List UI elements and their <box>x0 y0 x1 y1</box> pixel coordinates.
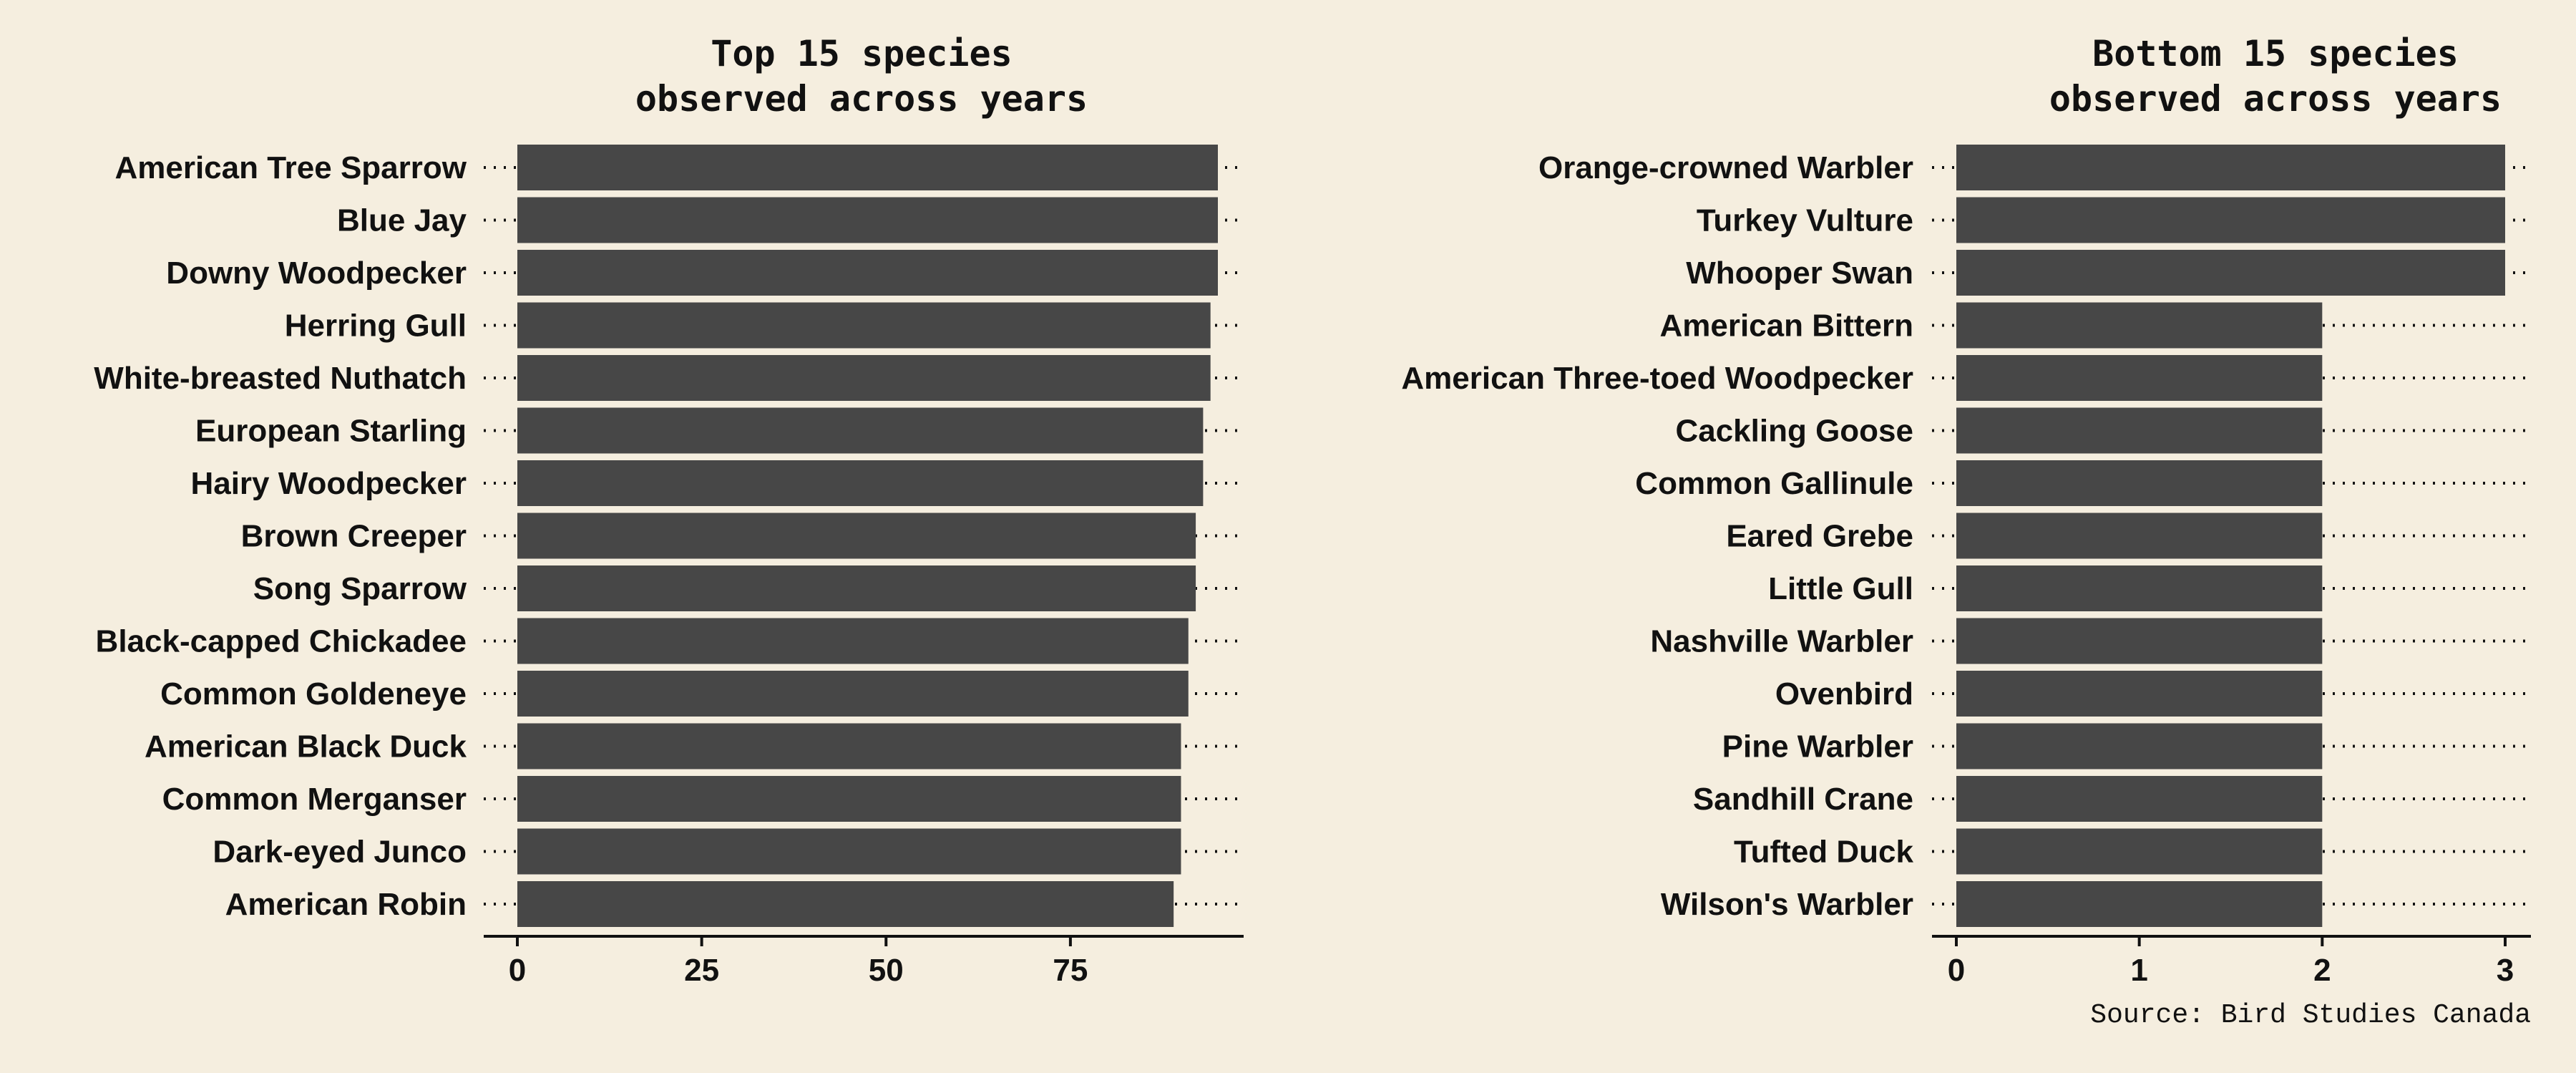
category-label: Orange-crowned Warbler <box>1538 150 1913 185</box>
bar-little-gull <box>1956 565 2323 611</box>
chart-title-line-1: Top 15 species <box>711 33 1012 74</box>
chart-title-line-2: observed across years <box>635 78 1088 120</box>
bar-dark-eyed-junco <box>517 828 1181 875</box>
bar-american-three-toed-woodpecker <box>1956 355 2323 401</box>
category-label: Eared Grebe <box>1726 519 1913 554</box>
bar-common-merganser <box>517 776 1181 822</box>
category-label: Whooper Swan <box>1686 256 1913 291</box>
category-label: Common Gallinule <box>1635 466 1913 501</box>
x-tick-label: 2 <box>2313 953 2331 988</box>
category-label: European Starling <box>195 414 467 449</box>
bar-eared-grebe <box>1956 513 2323 559</box>
category-label: Nashville Warbler <box>1650 624 1913 659</box>
category-label: Song Sparrow <box>253 571 467 606</box>
bar-american-robin <box>517 881 1174 927</box>
x-tick-label: 0 <box>1948 953 1965 988</box>
category-label: Black-capped Chickadee <box>96 624 467 659</box>
bar-common-gallinule <box>1956 460 2323 506</box>
chart-title-line-1: Bottom 15 species <box>2092 33 2459 74</box>
bar-brown-creeper <box>517 513 1196 559</box>
bar-ovenbird <box>1956 671 2323 717</box>
bar-downy-woodpecker <box>517 250 1218 296</box>
bar-hairy-woodpecker <box>517 460 1204 506</box>
x-tick-label: 1 <box>2130 953 2147 988</box>
bar-sandhill-crane <box>1956 776 2323 822</box>
category-label: Herring Gull <box>285 309 467 344</box>
bar-wilson-s-warbler <box>1956 881 2323 927</box>
x-tick-label: 3 <box>2497 953 2514 988</box>
bar-american-tree-sparrow <box>517 145 1218 190</box>
category-label: Pine Warbler <box>1722 729 1913 764</box>
category-label: American Black Duck <box>145 729 467 764</box>
category-label: Common Goldeneye <box>160 676 467 712</box>
x-tick-label: 50 <box>869 953 904 988</box>
category-label: Downy Woodpecker <box>166 256 467 291</box>
category-label: American Tree Sparrow <box>114 150 467 185</box>
bar-song-sparrow <box>517 565 1196 611</box>
category-label: American Robin <box>225 887 467 922</box>
category-label: Tufted Duck <box>1734 835 1913 870</box>
bar-cackling-goose <box>1956 407 2323 454</box>
x-tick-label: 0 <box>509 953 526 988</box>
bar-whooper-swan <box>1956 250 2505 296</box>
bar-blue-jay <box>517 197 1218 243</box>
category-label: American Bittern <box>1659 309 1913 344</box>
category-label: Cackling Goose <box>1675 414 1913 449</box>
category-label: Turkey Vulture <box>1697 203 1913 238</box>
x-tick-label: 75 <box>1053 953 1088 988</box>
bar-nashville-warbler <box>1956 618 2323 664</box>
bar-orange-crowned-warbler <box>1956 145 2505 190</box>
category-label: Wilson's Warbler <box>1661 887 1913 922</box>
bar-european-starling <box>517 407 1204 454</box>
bar-american-bittern <box>1956 302 2323 349</box>
bar-black-capped-chickadee <box>517 618 1189 664</box>
category-label: Blue Jay <box>337 203 467 238</box>
x-tick-label: 25 <box>684 953 719 988</box>
category-label: White-breasted Nuthatch <box>94 361 467 396</box>
category-label: Dark-eyed Junco <box>213 835 467 870</box>
chart-title-line-2: observed across years <box>2049 78 2502 120</box>
category-label: American Three-toed Woodpecker <box>1401 361 1913 396</box>
bar-american-black-duck <box>517 723 1181 769</box>
category-label: Hairy Woodpecker <box>190 466 467 501</box>
category-label: Little Gull <box>1768 571 1913 606</box>
bar-white-breasted-nuthatch <box>517 355 1211 401</box>
category-label: Sandhill Crane <box>1693 782 1913 817</box>
bar-pine-warbler <box>1956 723 2323 769</box>
source-caption: Source: Bird Studies Canada <box>2090 1000 2531 1031</box>
category-label: Common Merganser <box>162 782 467 817</box>
category-label: Ovenbird <box>1775 676 1913 712</box>
category-label: Brown Creeper <box>241 519 467 554</box>
bar-herring-gull <box>517 302 1211 349</box>
bar-common-goldeneye <box>517 671 1189 717</box>
bar-turkey-vulture <box>1956 197 2505 243</box>
bar-tufted-duck <box>1956 828 2323 875</box>
